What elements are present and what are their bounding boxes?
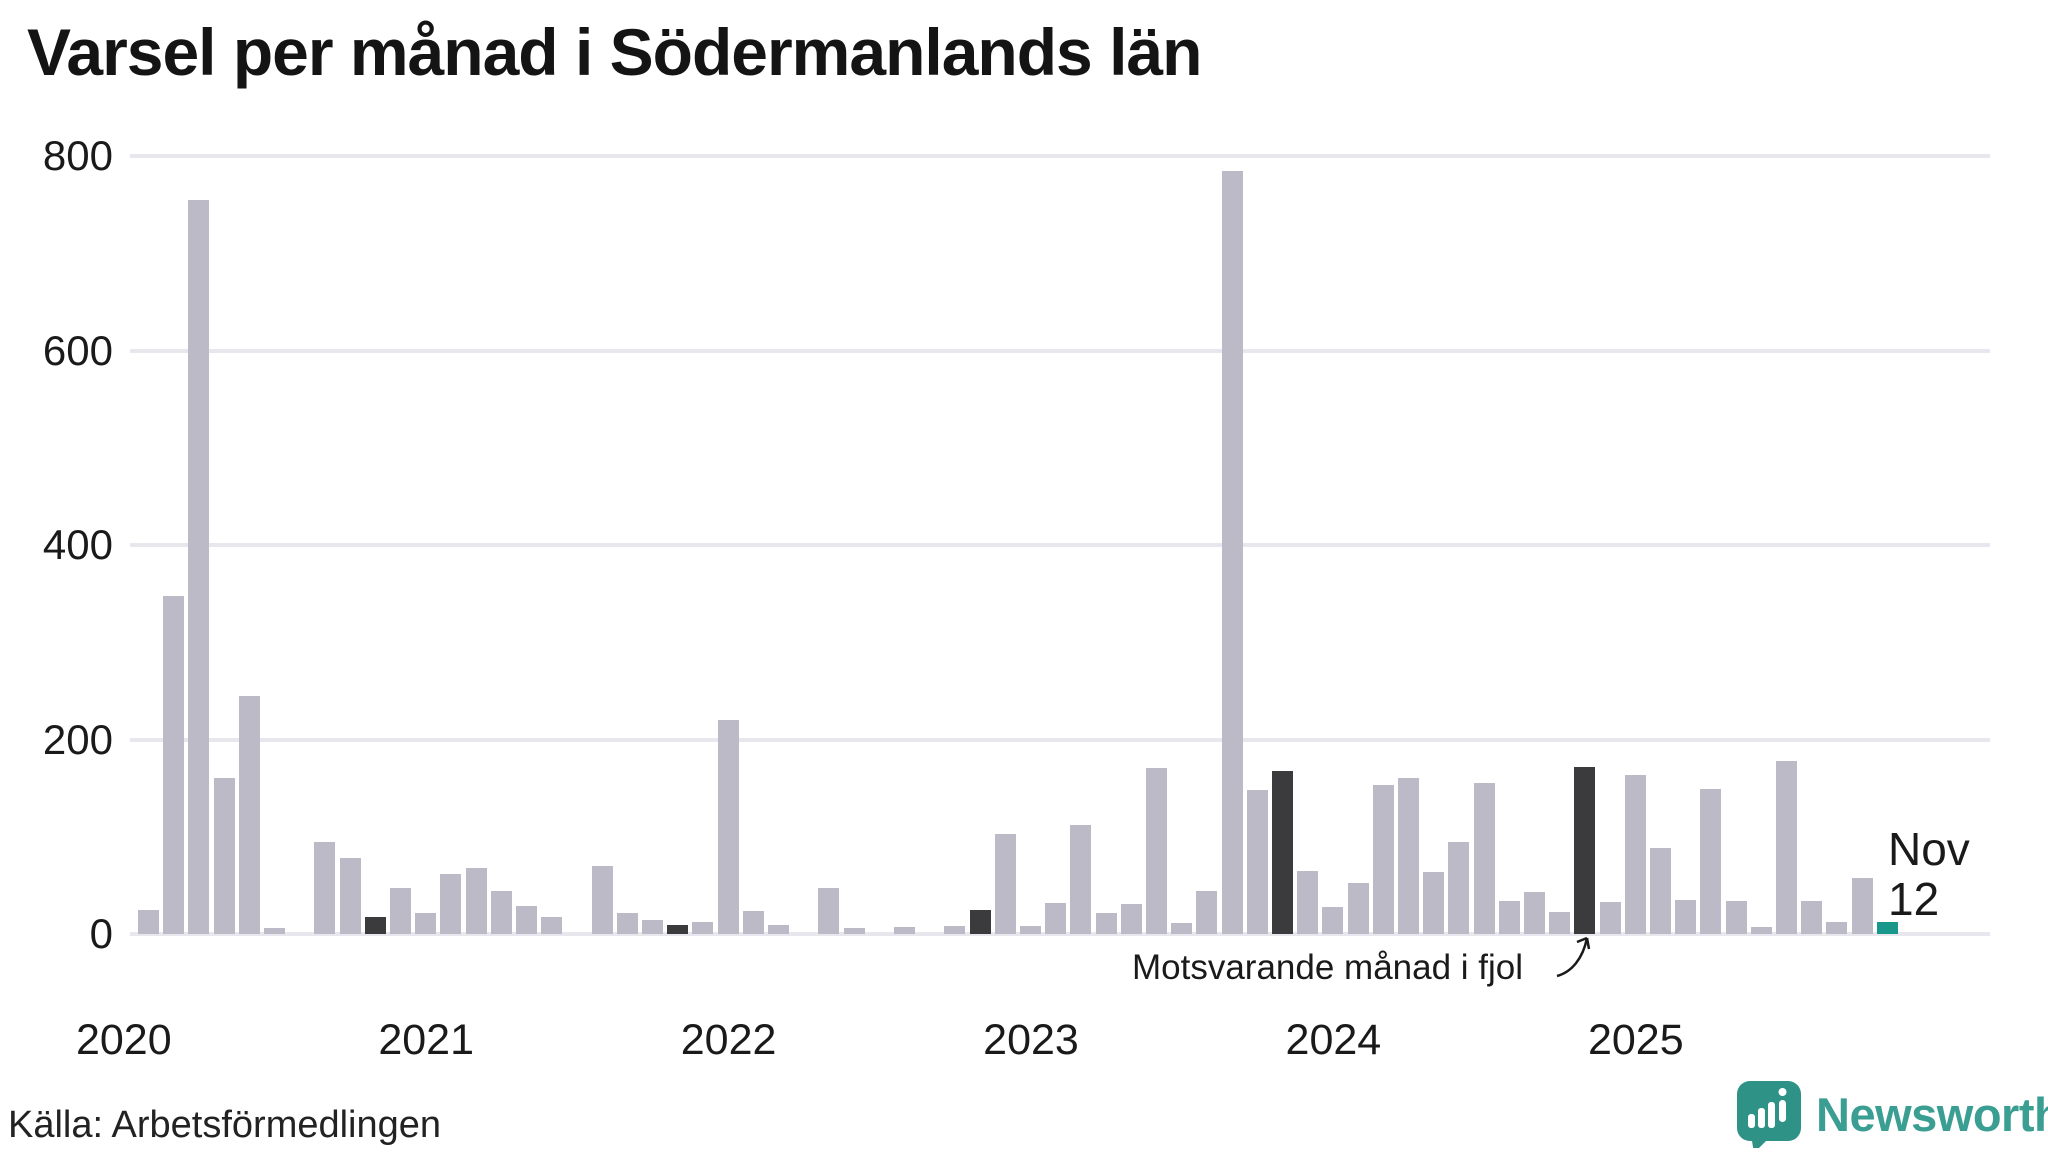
bar-2020-05 — [213, 778, 235, 934]
bar-2025-02 — [1650, 848, 1671, 934]
current-month-label: Nov 12 — [1888, 824, 1970, 924]
y-tick-0: 0 — [89, 910, 113, 957]
bar-2024-03 — [1372, 785, 1394, 934]
gridline-y-0 — [130, 932, 1990, 936]
bar-2025-04 — [1700, 789, 1722, 934]
newsworthy-wordmark: Newsworthy — [1816, 1087, 2048, 1141]
bar-2020-06 — [238, 695, 260, 934]
bar-2021-12 — [692, 922, 714, 934]
x-axis-year-2025: 2025 — [1587, 1016, 1684, 1064]
bar-2024-07 — [1473, 783, 1495, 934]
bar-2023-09 — [1221, 170, 1243, 934]
bar-2023-06 — [1146, 767, 1167, 934]
bar-2022-03 — [768, 925, 789, 934]
bar-2022-08 — [894, 927, 915, 934]
y-tick-400: 400 — [42, 521, 113, 568]
bar-2020-10 — [339, 858, 361, 934]
bar-2023-07 — [1171, 923, 1193, 934]
bar-2020-07 — [264, 928, 285, 934]
bar-2020-04 — [188, 199, 210, 934]
bar-2025-03 — [1675, 899, 1697, 934]
bar-2020-12 — [390, 888, 411, 934]
bar-2024-10 — [1549, 911, 1571, 934]
annotation-arrow-icon — [1556, 936, 1591, 978]
gridline-y-800 — [130, 154, 1990, 158]
bar-2023-08 — [1196, 891, 1218, 934]
bar-2021-09 — [616, 912, 638, 934]
plot-area — [130, 154, 1990, 936]
y-tick-600: 600 — [42, 326, 113, 374]
bar-2025-06 — [1750, 927, 1772, 934]
bar-2023-01 — [1020, 926, 1041, 934]
gridline-y-200 — [130, 737, 1990, 742]
bar-2020-03 — [163, 595, 185, 934]
bar-2022-11 — [969, 909, 991, 934]
bar-2021-05 — [516, 905, 537, 934]
gridline-y-400 — [130, 543, 1990, 547]
page-title: Varsel per månad i Södermanlands län — [27, 15, 1202, 89]
bar-2024-11 — [1574, 766, 1596, 934]
x-axis-year-2024: 2024 — [1285, 1016, 1382, 1064]
bar-2020-11 — [364, 917, 386, 934]
bar-2021-04 — [490, 891, 512, 934]
bar-2024-05 — [1423, 871, 1445, 934]
bar-2021-03 — [465, 867, 487, 934]
bar-2025-07 — [1776, 760, 1797, 934]
bar-2023-11 — [1272, 770, 1293, 934]
bar-2021-08 — [591, 865, 613, 934]
bar-2025-08 — [1801, 900, 1823, 934]
bar-2023-03 — [1070, 825, 1092, 934]
x-axis-year-2020: 2020 — [75, 1016, 172, 1064]
x-axis-year-2021: 2021 — [378, 1016, 475, 1064]
bar-2023-04 — [1095, 912, 1117, 934]
bar-2020-02 — [138, 909, 159, 934]
bar-2022-12 — [994, 833, 1016, 934]
bar-2021-01 — [415, 912, 437, 934]
bar-2024-09 — [1524, 892, 1545, 934]
bar-2022-02 — [742, 910, 764, 934]
bar-2025-01 — [1624, 775, 1646, 934]
bar-2023-02 — [1045, 902, 1067, 934]
current-month-name: Nov — [1888, 823, 1970, 875]
bar-2024-12 — [1599, 901, 1621, 934]
bar-2025-10 — [1851, 877, 1873, 934]
newsworthy-bubble-icon — [1737, 1081, 1801, 1148]
annotation-label: Motsvarande månad i fjol — [1132, 948, 1524, 987]
bar-2024-08 — [1498, 900, 1520, 934]
y-tick-800: 800 — [42, 132, 113, 179]
bar-2025-05 — [1725, 900, 1747, 934]
bar-2024-06 — [1448, 841, 1470, 934]
bar-2023-12 — [1297, 870, 1319, 934]
bar-2025-09 — [1826, 922, 1848, 934]
bar-2021-02 — [440, 873, 462, 934]
bar-2024-02 — [1347, 883, 1369, 934]
bar-2022-06 — [843, 928, 865, 934]
source-note: Källa: Arbetsförmedlingen — [8, 1104, 442, 1146]
bar-2022-01 — [717, 720, 739, 934]
y-tick-200: 200 — [42, 715, 113, 763]
current-month-value: 12 — [1888, 873, 1940, 925]
x-axis-year-2022: 2022 — [680, 1016, 777, 1064]
gridline-y-600 — [130, 348, 1990, 353]
bar-2023-05 — [1120, 903, 1142, 934]
newsworthy-logo: Newsworthy — [1736, 1080, 2048, 1148]
bar-2021-10 — [642, 920, 663, 934]
bar-2023-10 — [1246, 790, 1268, 934]
x-axis-year-2023: 2023 — [983, 1016, 1079, 1064]
bar-2024-01 — [1322, 906, 1344, 934]
bar-2025-11 — [1876, 922, 1898, 934]
bar-2021-11 — [667, 925, 689, 934]
bar-2022-10 — [944, 926, 966, 934]
bar-2022-05 — [818, 888, 840, 934]
bar-2020-09 — [314, 841, 336, 934]
bar-2021-06 — [541, 916, 563, 934]
bar-2024-04 — [1398, 778, 1419, 934]
